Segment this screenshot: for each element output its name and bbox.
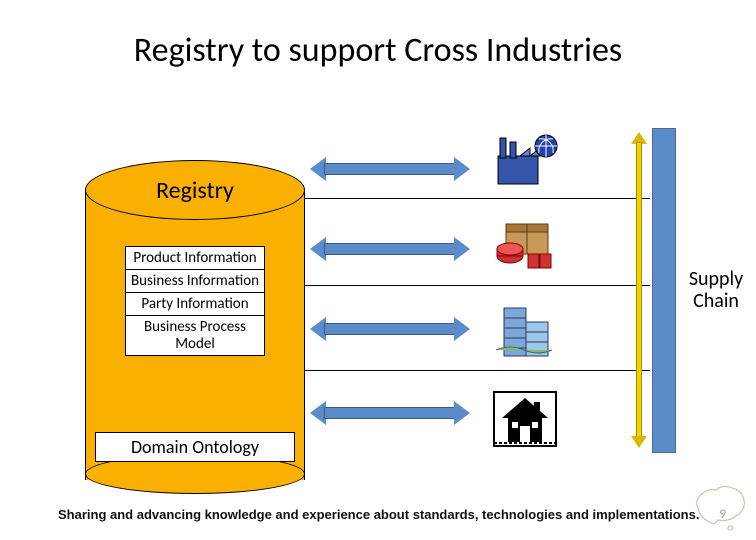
cylinder-top: Registry [85,160,305,220]
ontology-box: Domain Ontology [95,432,295,462]
info-box-product: Product Information [125,246,265,271]
separator-line [305,198,650,199]
separator-line [305,285,650,286]
connector-arrow [310,320,470,338]
warehouse-icon [490,210,560,272]
supply-chain-arrow [632,132,646,448]
factory-icon [490,128,560,190]
slide-title: Registry to support Cross Industries [0,30,756,71]
supply-chain-bar [652,128,676,453]
info-box-process: Business Process Model [125,315,265,356]
info-box-stack: Product Information Business Information… [125,246,265,356]
connector-arrow [310,160,470,178]
info-box-party: Party Information [125,292,265,317]
australia-map-icon [690,482,748,532]
separator-line [305,370,650,371]
supply-chain-label: Supply Chain [680,268,752,312]
office-icon [490,300,560,362]
registry-cylinder: Registry Product Information Business In… [85,160,305,480]
footer-text: Sharing and advancing knowledge and expe… [58,507,699,522]
connector-arrow [310,240,470,258]
house-icon [490,388,560,450]
registry-label: Registry [156,176,234,205]
connector-arrow [310,404,470,422]
info-box-business: Business Information [125,269,265,294]
